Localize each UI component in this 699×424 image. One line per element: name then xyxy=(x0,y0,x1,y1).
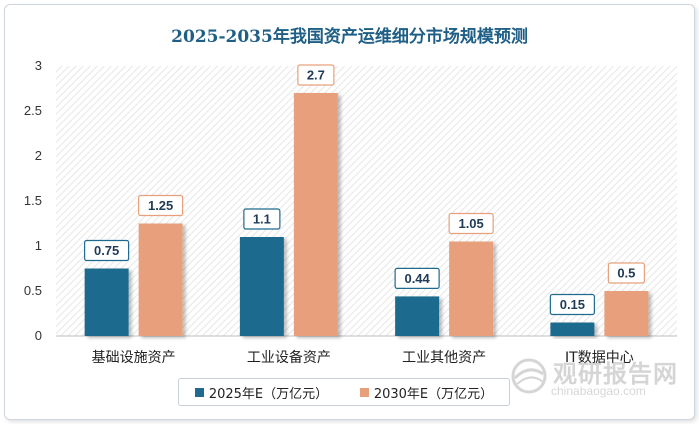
data-label-box xyxy=(549,293,595,316)
data-label: 0.15 xyxy=(560,297,585,312)
legend-swatch-2025 xyxy=(194,387,204,397)
data-label: 0.44 xyxy=(404,271,430,286)
y-tick-label: 0.5 xyxy=(24,283,42,298)
y-tick-label: 1.5 xyxy=(24,193,42,208)
data-label-box xyxy=(243,208,281,230)
x-category-label: IT数据中心 xyxy=(565,350,634,366)
data-label-box xyxy=(297,64,335,86)
data-label-box xyxy=(394,267,440,289)
y-tick-label: 1 xyxy=(35,238,42,253)
x-category-label: 工业设备资产 xyxy=(247,349,331,366)
data-label-box xyxy=(138,194,184,217)
data-label-box xyxy=(84,239,130,262)
data-label-box xyxy=(448,212,494,235)
data-label-box xyxy=(607,262,645,284)
x-category-label: 工业其他资产 xyxy=(402,350,486,366)
bar-2030-2 xyxy=(449,241,494,336)
watermark-text-cn: 观研报告网 xyxy=(553,360,678,388)
legend-item-2025: 2025年E（万亿元） xyxy=(194,383,329,402)
y-tick-label: 0 xyxy=(35,328,42,343)
chart-title: 2025-2035年我国资产运维细分市场规模预测 xyxy=(171,27,528,47)
bar-2025-1 xyxy=(239,237,284,336)
bar-2025-2 xyxy=(395,296,440,336)
legend-item-2030: 2030年E（万亿元） xyxy=(359,383,494,402)
bar-2030-3 xyxy=(604,291,649,336)
bar-2030-0 xyxy=(138,223,183,336)
y-tick-label: 2.5 xyxy=(24,103,42,118)
watermark-text-en: chinabaogao.com xyxy=(551,384,646,398)
data-label: 1.1 xyxy=(253,212,271,227)
legend: 2025年E（万亿元） 2030年E（万亿元） xyxy=(178,378,510,406)
y-tick-label: 3 xyxy=(35,58,42,73)
bar-2030-1 xyxy=(293,93,338,336)
data-label: 1.25 xyxy=(148,198,173,213)
data-label: 2.7 xyxy=(307,68,325,83)
watermark: 观研报告网 chinabaogao.com xyxy=(505,352,690,402)
y-tick-label: 2 xyxy=(35,148,42,163)
legend-label-2025: 2025年E（万亿元） xyxy=(208,386,329,402)
legend-label-2030: 2030年E（万亿元） xyxy=(373,386,494,402)
data-label: 0.75 xyxy=(94,243,119,258)
bar-2025-3 xyxy=(550,322,595,336)
data-label: 1.05 xyxy=(458,216,483,231)
globe-logo-icon xyxy=(511,358,547,394)
legend-swatch-2030 xyxy=(359,387,369,397)
x-category-label: 基础设施资产 xyxy=(92,349,176,366)
data-label: 0.5 xyxy=(617,266,635,281)
bar-2025-0 xyxy=(84,268,129,336)
